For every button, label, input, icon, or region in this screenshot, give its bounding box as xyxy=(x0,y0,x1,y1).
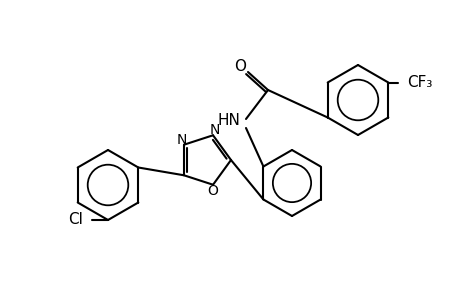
Text: Cl: Cl xyxy=(68,212,83,227)
Text: O: O xyxy=(234,58,246,74)
Text: HN: HN xyxy=(217,112,240,128)
Text: CF₃: CF₃ xyxy=(407,75,432,90)
Text: N: N xyxy=(176,133,187,147)
Text: N: N xyxy=(209,123,220,137)
Text: O: O xyxy=(207,184,218,198)
